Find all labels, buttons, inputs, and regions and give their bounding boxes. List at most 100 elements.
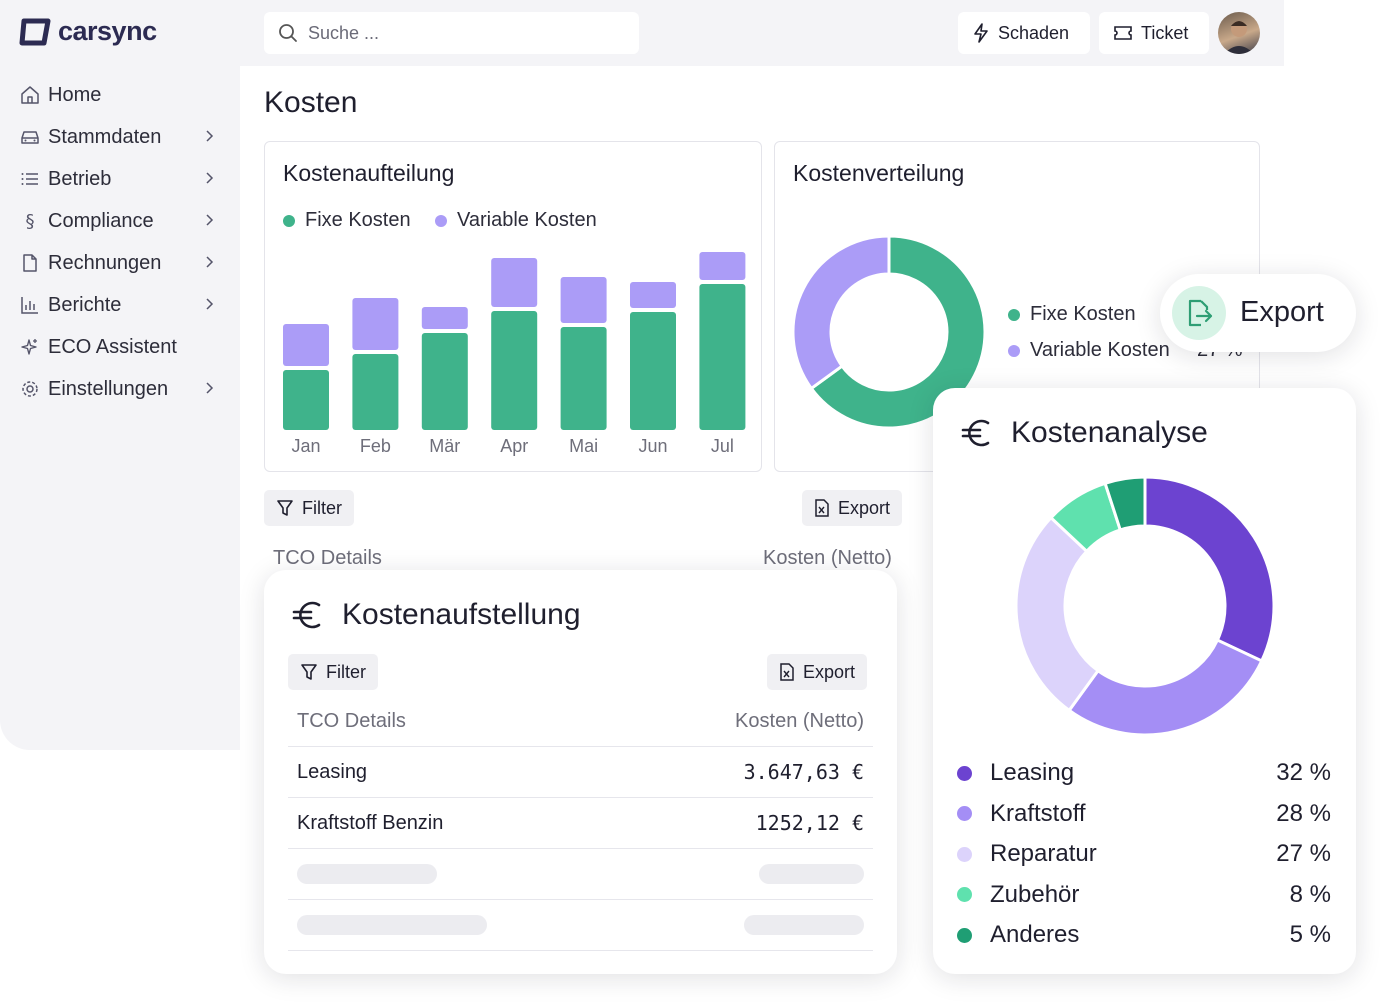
- bar-fixed-Jul[interactable]: [699, 284, 746, 430]
- sidebar-item-label: Compliance: [48, 209, 154, 232]
- document-icon: [20, 253, 40, 273]
- cost-list-filter-label: Filter: [326, 661, 366, 682]
- cost-list-export-button[interactable]: Export: [767, 654, 868, 690]
- dist-legend-fixed: Fixe Kosten: [1008, 303, 1136, 326]
- sidebar-item-label: Stammdaten: [48, 125, 162, 148]
- excel-file-icon: [815, 499, 829, 517]
- cost-breakdown-card: Kostenaufteilung Fixe Kosten Variable Ko…: [264, 141, 762, 472]
- bar-variable-Apr[interactable]: [491, 258, 538, 307]
- bar-variable-Jan[interactable]: [283, 324, 329, 366]
- schaden-button[interactable]: Schaden: [958, 12, 1090, 54]
- bar-fixed-Apr[interactable]: [491, 311, 538, 430]
- donut-slice-leasing[interactable]: [1143, 475, 1276, 663]
- bg-export-label: Export: [838, 497, 891, 518]
- skeleton-bar: [297, 915, 487, 935]
- ticket-button[interactable]: Ticket: [1099, 12, 1209, 54]
- user-avatar[interactable]: [1218, 12, 1260, 54]
- legend-fixed: Fixe Kosten: [283, 209, 411, 232]
- legend-fixed-label: Fixe Kosten: [305, 209, 411, 231]
- bg-filter-button[interactable]: Filter: [264, 490, 354, 526]
- filter-icon: [277, 500, 293, 516]
- export-popup-button[interactable]: Export: [1160, 274, 1356, 352]
- search-input[interactable]: Suche ...: [264, 12, 639, 54]
- legend-percent: 8 %: [1289, 880, 1331, 908]
- export-icon-circle: [1172, 286, 1226, 340]
- cost-list-header-row: TCO Details Kosten (Netto): [288, 696, 873, 747]
- brand-logo[interactable]: carsync: [18, 16, 157, 47]
- bar-variable-Jun[interactable]: [630, 282, 676, 308]
- bg-export-button[interactable]: Export: [802, 490, 903, 526]
- row-label: Kraftstoff Benzin: [297, 811, 444, 834]
- chevron-right-icon: [206, 256, 214, 268]
- cost-distribution-donut-chart: [791, 234, 987, 430]
- ticket-icon: [1114, 26, 1132, 40]
- cost-distribution-title: Kostenverteilung: [793, 160, 965, 186]
- bg-col-left: TCO Details: [273, 547, 382, 569]
- bar-variable-Feb[interactable]: [352, 298, 399, 350]
- sidebar-item-rechnungen[interactable]: Rechnungen: [20, 242, 220, 284]
- dist-legend-variable-dot: [1008, 344, 1020, 357]
- cost-analysis-title: Kostenanalyse: [1011, 416, 1208, 449]
- sidebar-item-stammdaten[interactable]: Stammdaten: [20, 116, 220, 158]
- row-value: 1252,12 €: [755, 811, 864, 835]
- cost-list-title: Kostenaufstellung: [342, 598, 581, 631]
- bar-fixed-Jun[interactable]: [630, 312, 676, 430]
- lightning-icon: [974, 23, 988, 43]
- export-popup-label: Export: [1240, 296, 1324, 328]
- donut-slice-variable-kosten[interactable]: [791, 234, 891, 391]
- table-row[interactable]: Kraftstoff Benzin 1252,12 €: [288, 798, 873, 849]
- dist-legend-fixed-dot: [1008, 308, 1020, 321]
- bar-fixed-Feb[interactable]: [352, 354, 399, 430]
- donut-slice-kraftstoff[interactable]: [1067, 638, 1264, 737]
- x-tick-label: Jun: [638, 436, 667, 456]
- sidebar-item-eco-assistent[interactable]: ECO Assistent: [20, 326, 220, 368]
- search-placeholder: Suche ...: [308, 22, 380, 43]
- cost-list-export-label: Export: [803, 661, 856, 682]
- svg-text:§: §: [26, 211, 35, 231]
- donut-slice-fixe-kosten[interactable]: [809, 234, 987, 430]
- sidebar-item-label: Betrieb: [48, 167, 112, 190]
- legend-label: Anderes: [990, 921, 1080, 948]
- cost-analysis-legend-item: Zubehör 8 %: [957, 875, 1331, 915]
- cost-list-filter-button[interactable]: Filter: [288, 654, 378, 690]
- donut-slice-anderes[interactable]: [1103, 475, 1147, 532]
- sidebar-item-betrieb[interactable]: Betrieb: [20, 158, 220, 200]
- bar-variable-Jul[interactable]: [699, 252, 746, 280]
- legend-dot: [957, 765, 972, 781]
- gear-icon: [20, 379, 40, 399]
- bar-chart-icon: [20, 295, 40, 315]
- bar-variable-Mär[interactable]: [421, 307, 468, 329]
- sidebar-item-einstellungen[interactable]: Einstellungen: [20, 368, 220, 410]
- filter-icon: [301, 664, 317, 680]
- legend-percent: 27 %: [1276, 840, 1331, 867]
- legend-label: Reparatur: [990, 840, 1097, 867]
- sidebar-item-compliance[interactable]: § Compliance: [20, 200, 220, 242]
- bar-fixed-Jan[interactable]: [283, 370, 329, 430]
- legend-variable-dot: [435, 214, 447, 227]
- cost-analysis-legend-item: Leasing 32 %: [957, 753, 1331, 793]
- table-row[interactable]: Leasing 3.647,63 €: [288, 747, 873, 798]
- schaden-label: Schaden: [998, 22, 1070, 43]
- chevron-right-icon: [206, 214, 214, 226]
- brand-name: carsync: [58, 16, 157, 46]
- car-icon: [20, 127, 40, 147]
- bar-fixed-Mai[interactable]: [560, 327, 607, 430]
- sparkle-icon: [20, 337, 40, 357]
- cost-breakdown-title: Kostenaufteilung: [283, 160, 455, 186]
- sidebar-item-home[interactable]: Home: [20, 74, 220, 116]
- legend-dot: [957, 806, 972, 821]
- sidebar-item-berichte[interactable]: Berichte: [20, 284, 220, 326]
- cost-analysis-legend-item: Kraftstoff 28 %: [957, 794, 1331, 834]
- x-tick-label: Mai: [569, 436, 598, 456]
- bar-fixed-Mär[interactable]: [421, 333, 468, 430]
- cost-analysis-legend-item: Reparatur 27 %: [957, 834, 1331, 874]
- dist-legend-fixed-label: Fixe Kosten: [1030, 303, 1136, 325]
- page-title: Kosten: [264, 86, 358, 119]
- dist-legend-variable-label: Variable Kosten: [1030, 339, 1170, 361]
- skeleton-row: [288, 900, 873, 951]
- donut-slice-reparatur[interactable]: [1014, 515, 1101, 713]
- cost-analysis-donut-chart: [1014, 475, 1276, 737]
- bar-variable-Mai[interactable]: [560, 277, 607, 323]
- euro-icon: [292, 601, 321, 629]
- x-tick-label: Apr: [500, 436, 528, 456]
